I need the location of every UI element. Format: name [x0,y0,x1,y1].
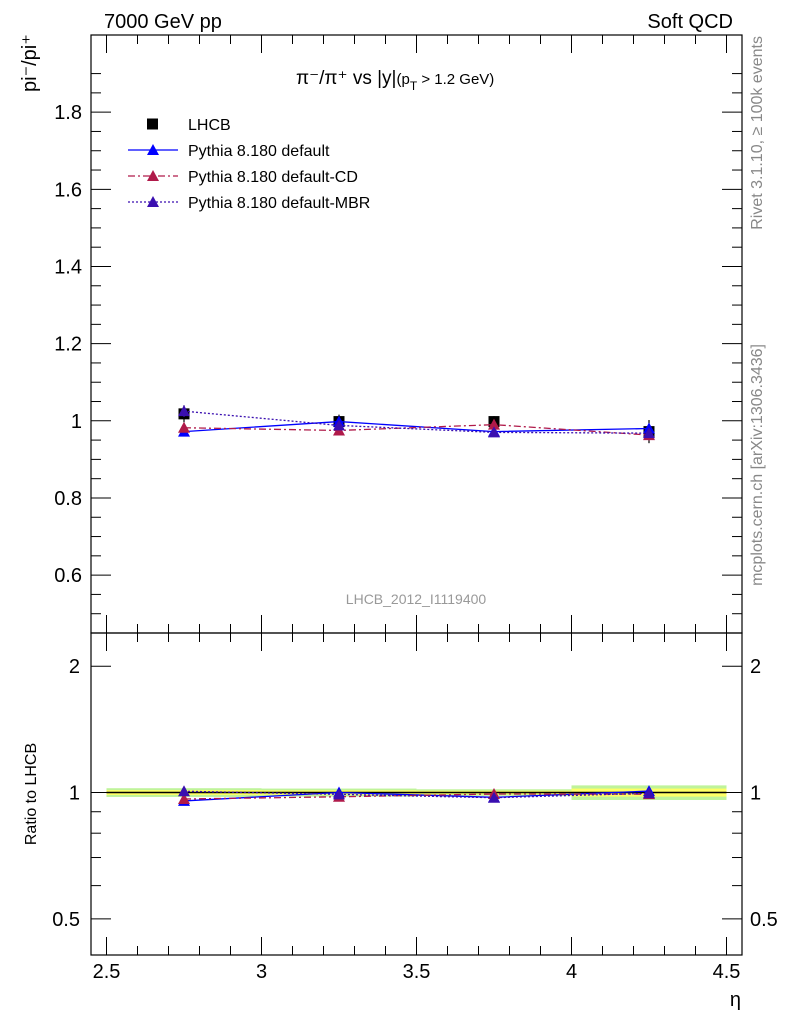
ratio-series-line [183,793,650,800]
legend-label: Pythia 8.180 default-MBR [188,195,370,212]
main-y-tick-label: 1.6 [54,179,82,201]
main-title-cut-suffix: > 1.2 GeV) [417,71,494,88]
ratio-uncertainty-band [106,785,727,800]
legend-marker-triangle [147,144,159,155]
x-tick-label: 3 [256,961,267,983]
ratio-axis-ticks [91,633,742,955]
x-axis-label: η [730,989,741,1011]
main-series [178,405,655,439]
legend-marker-square [147,118,158,130]
analysis-watermark: LHCB_2012_I1119400 [346,591,487,607]
ratio-y-tick-label-right: 2 [750,656,761,678]
ratio-series-group [178,785,655,806]
ratio-y-tick-label-left: 2 [69,656,80,678]
legend-label: Pythia 8.180 default-CD [188,169,358,186]
ratio-data-point-triangle [333,788,345,800]
ratio-data-point-triangle [488,791,500,803]
main-title-cut-prefix: (p [396,71,409,88]
main-y-tick-label: 1.2 [54,334,82,356]
main-data-point-triangle [643,427,655,439]
main-title: π⁻/π⁺ vs |y|(pT > 1.2 GeV) [296,68,494,93]
main-data-point-triangle [333,419,345,431]
ratio-y-axis-label: Ratio to LHCB [23,743,40,845]
ratio-data-point-triangle [643,787,655,799]
x-tick-label: 4 [566,961,577,983]
main-y-tick-label: 1.4 [54,256,82,278]
ratio-panel: 0.5 0.5 1 1 2 2 2.5 3 3.5 4 4.5 Ratio to LHCB η [23,632,778,1011]
rivet-side-label: Rivet 3.1.10, ≥ 100k events [749,36,766,230]
main-data-point-triangle [178,421,190,433]
main-y-axis-label: pi⁻/pi⁺ [19,34,41,92]
main-series [178,405,655,444]
ratio-y-tick-label-right: 1 [750,783,761,805]
legend-label: LHCB [188,117,231,134]
ratio-y-tick-label-left: 0.5 [52,909,80,931]
main-data-point-triangle [178,405,190,417]
x-tick-label: 3.5 [403,961,431,983]
legend-marker-triangle [147,170,159,181]
ratio-data-point-triangle [178,793,190,805]
ratio-series-line [183,790,650,799]
legend-marker-triangle [147,196,159,207]
main-y-tick-labels: 0.6 0.8 1 1.2 1.4 1.6 1.8 [54,102,82,587]
ratio-data-point-triangle [178,785,190,797]
ratio-series [178,785,655,803]
header-right: Soft QCD [647,11,733,33]
ratio-series-line [183,790,650,802]
x-tick-label: 2.5 [93,961,121,983]
mcplots-side-label: mcplots.cern.ch [arXiv:1306.3436] [749,344,766,586]
main-y-tick-label: 1 [71,411,82,433]
main-series-line [183,410,650,434]
main-y-tick-label: 0.8 [54,488,82,510]
main-data-point-triangle [488,426,500,438]
main-title-text: π⁻/π⁺ vs |y| [296,68,396,89]
x-tick-labels: 2.5 3 3.5 4 4.5 [93,961,741,983]
main-series-line [183,420,650,433]
legend-label: Pythia 8.180 default [188,143,330,160]
main-y-tick-label: 0.6 [54,565,82,587]
main-data-point-triangle [488,418,500,430]
ratio-y-tick-label-left: 1 [69,783,80,805]
main-series-group [178,405,655,444]
main-title-cut-sub: T [410,79,418,93]
x-tick-label: 4.5 [713,961,741,983]
legend: LHCB Pythia 8.180 default Pythia 8.180 def… [128,117,370,212]
header-left: 7000 GeV pp [104,11,222,33]
main-axis-ticks [91,35,742,633]
ratio-y-tick-labels: 0.5 0.5 1 1 2 2 [52,656,778,931]
main-y-tick-label: 1.8 [54,102,82,124]
main-series-line [183,424,650,436]
main-panel: 0.6 0.8 1 1.2 1.4 1.6 1.8 π⁻/π⁺ vs |y|(pT > 1.… [19,34,743,634]
ratio-y-tick-label-right: 0.5 [750,909,778,931]
